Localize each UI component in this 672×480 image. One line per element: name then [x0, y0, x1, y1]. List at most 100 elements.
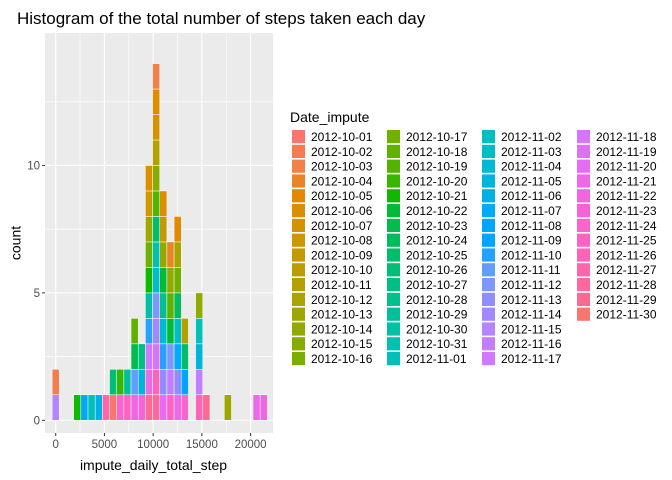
legend-swatch: [482, 278, 495, 292]
histogram-bar-segment: [152, 343, 160, 370]
legend-label: 2012-10-25: [406, 248, 468, 262]
chart-title: Histogram of the total number of steps t…: [17, 9, 426, 28]
histogram-bar-segment: [173, 369, 182, 396]
histogram-bar-segment: [137, 369, 146, 396]
legend-label: 2012-11-10: [501, 248, 562, 262]
legend-swatch: [577, 248, 590, 262]
legend-swatch: [577, 218, 590, 232]
legend-label: 2012-10-31: [406, 337, 468, 351]
legend-swatch: [482, 144, 495, 158]
histogram-bar-segment: [173, 267, 182, 294]
legend-label: 2012-10-23: [406, 219, 468, 233]
legend-swatch: [387, 278, 400, 292]
legend-label: 2012-11-24: [596, 219, 657, 233]
histogram-bar-segment: [87, 394, 96, 421]
x-tick-label: 10000: [137, 439, 169, 451]
legend-label: 2012-10-20: [406, 174, 468, 188]
legend-swatch: [292, 352, 305, 366]
legend-swatch: [292, 278, 305, 292]
histogram-bar-segment: [166, 394, 175, 421]
legend-swatch: [387, 189, 400, 203]
histogram-bar-segment: [130, 394, 139, 421]
legend-swatch: [292, 322, 305, 336]
legend-swatch: [482, 263, 495, 277]
legend-label: 2012-11-05: [501, 174, 562, 188]
legend-swatch: [292, 292, 305, 306]
x-tick-label: 20000: [235, 439, 267, 451]
y-tick-label: 10: [27, 160, 40, 172]
histogram-bar-segment: [195, 343, 204, 370]
legend-swatch: [482, 159, 495, 173]
histogram-bar-segment: [181, 343, 189, 370]
histogram-bar-segment: [173, 216, 182, 243]
histogram-bar-segment: [152, 114, 160, 141]
legend-swatch: [292, 248, 305, 262]
legend-swatch: [387, 130, 400, 144]
legend-swatch: [387, 174, 400, 188]
histogram-bar-segment: [252, 394, 261, 421]
legend-label: 2012-11-15: [501, 322, 562, 336]
histogram-bar-segment: [152, 369, 160, 396]
legend-swatch: [387, 292, 400, 306]
histogram-bar-segment: [152, 88, 160, 115]
legend-label: 2012-11-22: [596, 189, 657, 203]
legend: Date_impute 2012-10-012012-10-022012-10-…: [290, 109, 657, 366]
legend-label: 2012-10-16: [311, 352, 373, 366]
legend-swatch: [577, 292, 590, 306]
legend-label: 2012-11-21: [596, 174, 657, 188]
histogram-bar-segment: [152, 139, 160, 166]
legend-label: 2012-11-02: [501, 130, 562, 144]
histogram-bar-segment: [166, 241, 175, 268]
legend-swatch: [387, 144, 400, 158]
y-tick-label: 5: [34, 288, 40, 300]
legend-label: 2012-11-28: [596, 278, 657, 292]
legend-swatch: [292, 218, 305, 232]
legend-swatch: [292, 159, 305, 173]
histogram-bar-segment: [173, 343, 182, 370]
legend-swatch: [292, 263, 305, 277]
legend-swatch: [387, 159, 400, 173]
legend-swatch: [387, 218, 400, 232]
histogram-bar-segment: [152, 216, 160, 243]
legend-label: 2012-10-10: [311, 263, 373, 277]
histogram-bar-segment: [166, 267, 175, 294]
legend-label: 2012-11-11: [501, 263, 561, 277]
histogram-bar-segment: [116, 394, 125, 421]
legend-swatch: [482, 307, 495, 321]
legend-label: 2012-10-03: [311, 160, 373, 174]
legend-swatch: [292, 189, 305, 203]
histogram-bar-segment: [152, 63, 160, 90]
legend-label: 2012-10-08: [311, 234, 373, 248]
histogram-bar-segment: [166, 343, 175, 370]
legend-label: 2012-10-28: [406, 293, 468, 307]
legend-label: 2012-11-09: [501, 234, 562, 248]
histogram-bar-segment: [195, 318, 204, 345]
histogram-bar-segment: [145, 241, 153, 268]
histogram-bar-segment: [145, 318, 153, 345]
legend-label: 2012-10-19: [406, 160, 468, 174]
legend-label: 2012-11-17: [501, 352, 562, 366]
histogram-bar-segment: [152, 394, 160, 421]
legend-swatch: [292, 144, 305, 158]
histogram-bar-segment: [152, 165, 160, 192]
y-tick-label: 0: [34, 415, 40, 427]
legend-label: 2012-10-24: [406, 234, 468, 248]
histogram-bar-segment: [173, 318, 182, 345]
histogram-bar-segment: [224, 394, 232, 421]
histogram-bar-segment: [152, 292, 160, 319]
histogram-bar-segment: [166, 292, 175, 319]
legend-swatch: [387, 322, 400, 336]
legend-swatch: [387, 352, 400, 366]
histogram-bar-segment: [159, 369, 168, 396]
histogram-bar-segment: [195, 394, 204, 421]
histogram-bar-segment: [145, 292, 153, 319]
histogram-bar-segment: [195, 369, 204, 396]
legend-label: 2012-10-15: [311, 337, 373, 351]
histogram-bar-segment: [73, 394, 82, 421]
legend-swatch: [387, 248, 400, 262]
legend-swatch: [482, 189, 495, 203]
histogram-bar-segment: [173, 394, 182, 421]
legend-label: 2012-10-05: [311, 189, 373, 203]
legend-label: 2012-10-30: [406, 322, 468, 336]
legend-swatch: [577, 263, 590, 277]
